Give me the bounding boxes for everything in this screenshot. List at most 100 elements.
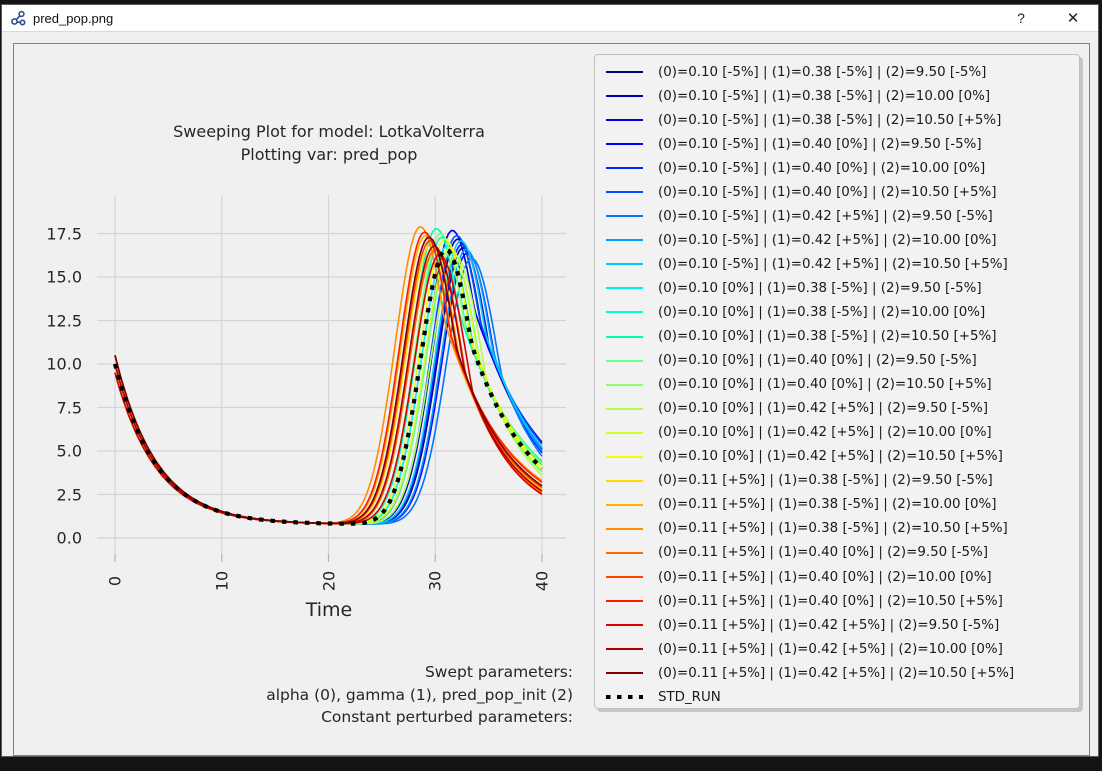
legend-label: (0)=0.11 [+5%] | (1)=0.42 [+5%] | (2)=10… xyxy=(658,641,1003,657)
legend-item: (0)=0.10 [-5%] | (1)=0.38 [-5%] | (2)=9.… xyxy=(595,60,1079,84)
legend-label: (0)=0.11 [+5%] | (1)=0.42 [+5%] | (2)=10… xyxy=(658,665,1015,681)
legend-item: (0)=0.11 [+5%] | (1)=0.42 [+5%] | (2)=9.… xyxy=(595,613,1079,637)
app-icon xyxy=(11,10,26,26)
legend-item: (0)=0.10 [-5%] | (1)=0.40 [0%] | (2)=10.… xyxy=(595,180,1079,204)
legend-line-swatch xyxy=(606,648,643,651)
legend-label: (0)=0.10 [-5%] | (1)=0.40 [0%] | (2)=9.5… xyxy=(658,136,982,152)
chart-title-line2: Plotting var: pred_pop xyxy=(240,145,418,164)
legend-line-swatch xyxy=(606,527,643,530)
legend-line-swatch xyxy=(606,695,643,700)
legend-line-swatch xyxy=(606,503,643,506)
legend-label: (0)=0.10 [0%] | (1)=0.40 [0%] | (2)=9.50… xyxy=(658,353,977,369)
legend-line-swatch xyxy=(606,119,643,122)
legend-line-swatch xyxy=(606,263,643,266)
close-button[interactable]: ✕ xyxy=(1056,6,1090,30)
legend-item: (0)=0.10 [0%] | (1)=0.40 [0%] | (2)=10.5… xyxy=(595,373,1079,397)
legend-line-swatch xyxy=(606,239,643,242)
legend-label: (0)=0.10 [-5%] | (1)=0.42 [+5%] | (2)=9.… xyxy=(658,208,993,224)
legend-item: (0)=0.10 [0%] | (1)=0.38 [-5%] | (2)=9.5… xyxy=(595,276,1079,300)
legend-line-swatch xyxy=(606,383,643,386)
legend-line-swatch xyxy=(606,479,643,482)
window-title: pred_pop.png xyxy=(33,10,114,26)
chart-title: Sweeping Plot for model: LotkaVolterra P… xyxy=(109,120,549,166)
plot-viewer-window: pred_pop.png ? ✕ Sweeping Plot for model… xyxy=(1,4,1099,757)
annotation-line: Swept parameters: xyxy=(424,663,573,681)
legend-line-swatch xyxy=(606,335,643,338)
legend-label: (0)=0.10 [0%] | (1)=0.38 [-5%] | (2)=10.… xyxy=(658,304,986,320)
legend-label: (0)=0.10 [0%] | (1)=0.38 [-5%] | (2)=10.… xyxy=(658,329,997,345)
legend-item: (0)=0.10 [0%] | (1)=0.38 [-5%] | (2)=10.… xyxy=(595,325,1079,349)
legend-label: (0)=0.11 [+5%] | (1)=0.40 [0%] | (2)=10.… xyxy=(658,593,1003,609)
legend-line-swatch xyxy=(606,551,643,554)
legend-line-swatch xyxy=(606,215,643,218)
legend-label: (0)=0.10 [-5%] | (1)=0.38 [-5%] | (2)=10… xyxy=(658,112,1002,128)
legend-item: (0)=0.11 [+5%] | (1)=0.40 [0%] | (2)=10.… xyxy=(595,565,1079,589)
legend-item: (0)=0.10 [-5%] | (1)=0.42 [+5%] | (2)=10… xyxy=(595,252,1079,276)
legend-line-swatch xyxy=(606,167,643,170)
legend-item: (0)=0.10 [0%] | (1)=0.42 [+5%] | (2)=10.… xyxy=(595,421,1079,445)
legend-item: (0)=0.11 [+5%] | (1)=0.40 [0%] | (2)=9.5… xyxy=(595,541,1079,565)
legend-line-swatch xyxy=(606,407,643,410)
legend-label: (0)=0.10 [-5%] | (1)=0.42 [+5%] | (2)=10… xyxy=(658,232,997,248)
legend-label: (0)=0.10 [0%] | (1)=0.42 [+5%] | (2)=10.… xyxy=(658,449,1003,465)
std-run-line xyxy=(112,247,544,526)
legend-label: (0)=0.11 [+5%] | (1)=0.40 [0%] | (2)=9.5… xyxy=(658,545,988,561)
legend-item: (0)=0.11 [+5%] | (1)=0.38 [-5%] | (2)=10… xyxy=(595,517,1079,541)
y-tick-label: 15.0 xyxy=(46,267,82,287)
legend-label: (0)=0.10 [-5%] | (1)=0.40 [0%] | (2)=10.… xyxy=(658,160,986,176)
legend-item: (0)=0.10 [-5%] | (1)=0.38 [-5%] | (2)=10… xyxy=(595,84,1079,108)
legend-label: (0)=0.11 [+5%] | (1)=0.42 [+5%] | (2)=9.… xyxy=(658,617,1000,633)
legend-line-swatch xyxy=(606,600,643,603)
y-tick-label: 12.5 xyxy=(46,311,82,330)
legend-item: (0)=0.10 [-5%] | (1)=0.40 [0%] | (2)=10.… xyxy=(595,156,1079,180)
legend-label: (0)=0.10 [0%] | (1)=0.38 [-5%] | (2)=9.5… xyxy=(658,280,982,296)
legend-box: (0)=0.10 [-5%] | (1)=0.38 [-5%] | (2)=9.… xyxy=(594,54,1080,709)
legend-line-swatch xyxy=(606,455,643,458)
legend-item: (0)=0.11 [+5%] | (1)=0.38 [-5%] | (2)=9.… xyxy=(595,469,1079,493)
x-tick-label: 30 xyxy=(425,570,445,592)
annotation-line: alpha (0), gamma (1), pred_pop_init (2) xyxy=(266,685,573,704)
legend-item: (0)=0.10 [-5%] | (1)=0.38 [-5%] | (2)=10… xyxy=(595,108,1079,132)
legend-line-swatch xyxy=(606,287,643,290)
legend-item: (0)=0.10 [-5%] | (1)=0.40 [0%] | (2)=9.5… xyxy=(595,132,1079,156)
legend-line-swatch xyxy=(606,576,643,578)
legend-label: (0)=0.11 [+5%] | (1)=0.38 [-5%] | (2)=10… xyxy=(658,497,997,513)
legend-line-swatch xyxy=(606,359,643,362)
legend-item: (0)=0.11 [+5%] | (1)=0.42 [+5%] | (2)=10… xyxy=(595,661,1079,685)
legend-label: (0)=0.10 [-5%] | (1)=0.38 [-5%] | (2)=10… xyxy=(658,88,991,104)
x-tick-label: 20 xyxy=(319,570,338,592)
help-button[interactable]: ? xyxy=(1004,6,1038,30)
legend-item: (0)=0.10 [0%] | (1)=0.42 [+5%] | (2)=9.5… xyxy=(595,397,1079,421)
legend-line-swatch xyxy=(606,143,643,146)
y-tick-label: 7.5 xyxy=(56,398,82,417)
title-bar: pred_pop.png ? ✕ xyxy=(2,5,1098,32)
legend-item: (0)=0.11 [+5%] | (1)=0.40 [0%] | (2)=10.… xyxy=(595,589,1079,613)
y-tick-label: 0.0 xyxy=(56,528,82,548)
legend-line-swatch xyxy=(606,431,643,434)
legend-line-swatch xyxy=(606,672,643,675)
legend-label: (0)=0.10 [0%] | (1)=0.42 [+5%] | (2)=10.… xyxy=(658,425,992,441)
y-tick-label: 10.0 xyxy=(46,354,82,374)
legend-line-swatch xyxy=(606,95,643,98)
swept-parameters-annotation: Swept parameters: alpha (0), gamma (1), … xyxy=(266,661,573,729)
legend-line-swatch xyxy=(606,311,643,314)
legend-label: (0)=0.10 [-5%] | (1)=0.40 [0%] | (2)=10.… xyxy=(658,184,997,200)
legend-item: STD_RUN xyxy=(595,685,1079,708)
legend-item: (0)=0.10 [0%] | (1)=0.42 [+5%] | (2)=10.… xyxy=(595,445,1079,469)
legend-item: (0)=0.10 [0%] | (1)=0.40 [0%] | (2)=9.50… xyxy=(595,349,1079,373)
y-tick-label: 2.5 xyxy=(56,485,82,504)
legend-label: (0)=0.10 [0%] | (1)=0.42 [+5%] | (2)=9.5… xyxy=(658,401,988,417)
legend-line-swatch xyxy=(606,71,643,74)
x-axis-label: Time xyxy=(305,599,353,621)
annotation-line: Constant perturbed parameters: xyxy=(321,708,573,727)
legend-label: (0)=0.10 [-5%] | (1)=0.38 [-5%] | (2)=9.… xyxy=(658,64,987,80)
legend-line-swatch xyxy=(606,191,643,194)
legend-item: (0)=0.11 [+5%] | (1)=0.38 [-5%] | (2)=10… xyxy=(595,493,1079,517)
legend-label: (0)=0.10 [-5%] | (1)=0.42 [+5%] | (2)=10… xyxy=(658,256,1008,272)
legend-item: (0)=0.10 [-5%] | (1)=0.42 [+5%] | (2)=10… xyxy=(595,228,1079,252)
legend-label: (0)=0.11 [+5%] | (1)=0.40 [0%] | (2)=10.… xyxy=(658,569,992,585)
legend-item: (0)=0.11 [+5%] | (1)=0.42 [+5%] | (2)=10… xyxy=(595,637,1079,661)
legend-label: STD_RUN xyxy=(658,689,721,705)
x-tick-label: 0 xyxy=(105,575,125,587)
sweep-line-chart xyxy=(97,195,566,562)
